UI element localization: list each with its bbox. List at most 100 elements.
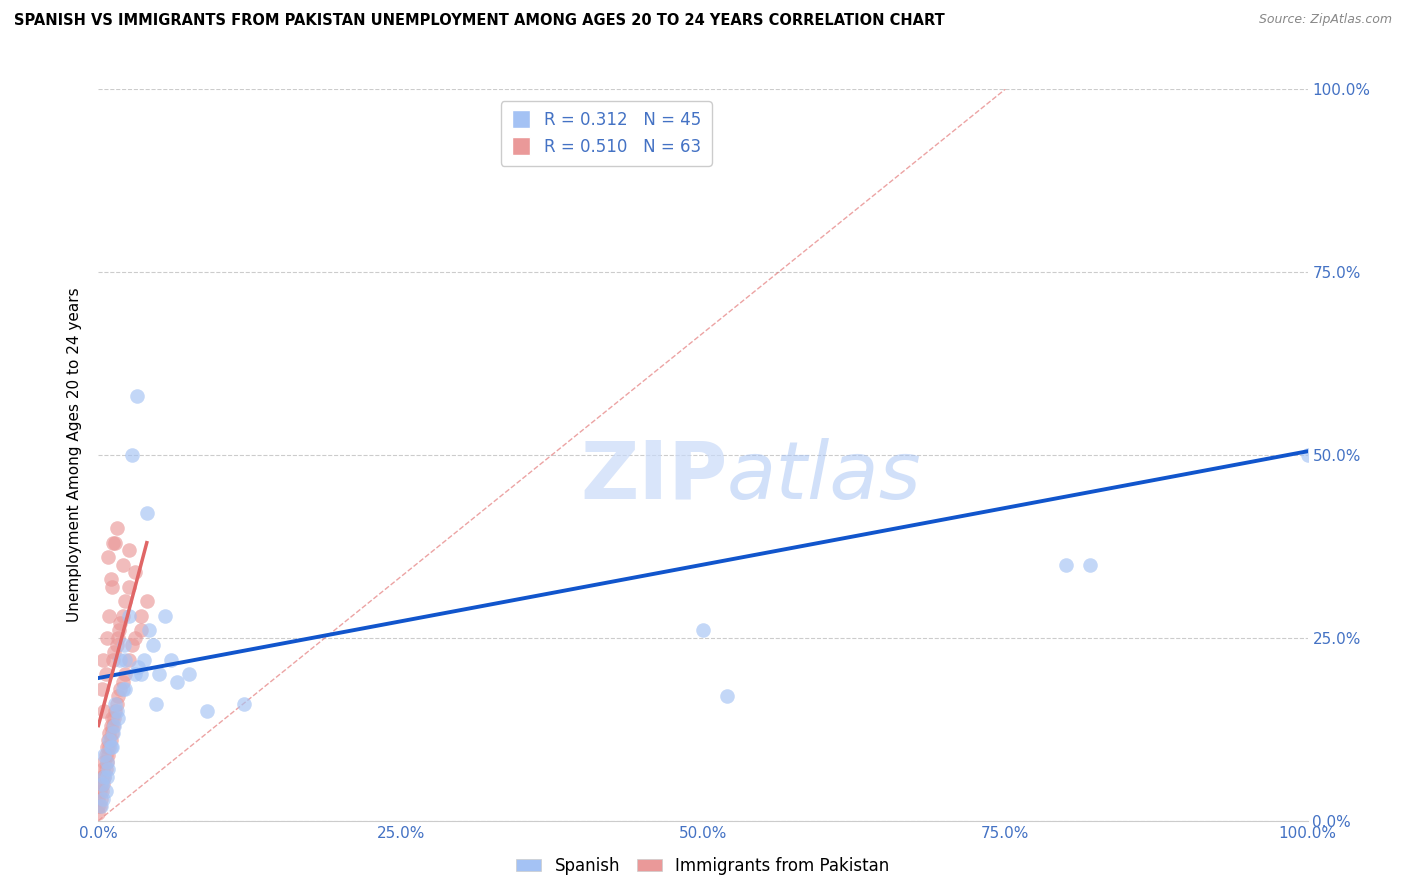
Point xyxy=(105,697,128,711)
Point xyxy=(100,733,122,747)
Point xyxy=(101,653,124,667)
Point xyxy=(87,806,110,821)
Point xyxy=(148,667,170,681)
Point xyxy=(118,608,141,623)
Point xyxy=(129,667,152,681)
Point xyxy=(118,543,141,558)
Point xyxy=(121,448,143,462)
Point xyxy=(108,616,131,631)
Point xyxy=(91,777,114,791)
Point xyxy=(94,667,117,681)
Point xyxy=(692,624,714,638)
Point xyxy=(90,777,112,791)
Point xyxy=(127,389,149,403)
Point xyxy=(107,690,129,704)
Point xyxy=(179,667,201,681)
Point xyxy=(108,653,131,667)
Point xyxy=(1296,448,1319,462)
Point xyxy=(716,690,738,704)
Y-axis label: Unemployment Among Ages 20 to 24 years: Unemployment Among Ages 20 to 24 years xyxy=(67,287,83,623)
Point xyxy=(105,638,128,652)
Point xyxy=(103,718,125,732)
Point xyxy=(98,733,121,747)
Point xyxy=(153,608,176,623)
Point xyxy=(134,653,156,667)
Point xyxy=(91,777,114,791)
Point xyxy=(111,674,134,689)
Point xyxy=(89,784,111,798)
Point xyxy=(93,755,115,769)
Point xyxy=(127,660,149,674)
Point xyxy=(87,799,110,814)
Point xyxy=(101,535,124,549)
Point xyxy=(124,565,146,579)
Point xyxy=(97,747,120,762)
Point xyxy=(104,535,127,549)
Point xyxy=(91,653,114,667)
Point xyxy=(91,681,114,696)
Point xyxy=(96,770,118,784)
Point xyxy=(91,791,114,805)
Point xyxy=(104,704,127,718)
Point xyxy=(138,624,160,638)
Point xyxy=(1054,558,1077,572)
Point xyxy=(232,697,254,711)
Point xyxy=(96,740,118,755)
Point xyxy=(124,631,146,645)
Point xyxy=(111,608,134,623)
Point xyxy=(112,638,135,652)
Point xyxy=(91,770,114,784)
Point xyxy=(145,697,167,711)
Point xyxy=(94,784,117,798)
Point xyxy=(100,580,122,594)
Point xyxy=(114,681,136,696)
Point xyxy=(107,631,129,645)
Point xyxy=(105,521,128,535)
Point xyxy=(101,718,124,732)
Point xyxy=(107,711,129,725)
Point xyxy=(91,763,114,777)
Point xyxy=(97,550,120,565)
Point xyxy=(1078,558,1101,572)
Point xyxy=(118,653,141,667)
Point xyxy=(96,755,118,769)
Point xyxy=(129,608,152,623)
Text: SPANISH VS IMMIGRANTS FROM PAKISTAN UNEMPLOYMENT AMONG AGES 20 TO 24 YEARS CORRE: SPANISH VS IMMIGRANTS FROM PAKISTAN UNEM… xyxy=(14,13,945,29)
Point xyxy=(114,594,136,608)
Point xyxy=(103,645,125,659)
Point xyxy=(96,755,118,769)
Text: Source: ZipAtlas.com: Source: ZipAtlas.com xyxy=(1258,13,1392,27)
Point xyxy=(108,681,131,696)
Point xyxy=(166,674,188,689)
Point xyxy=(195,704,218,718)
Text: ZIP: ZIP xyxy=(579,438,727,516)
Legend: Spanish, Immigrants from Pakistan: Spanish, Immigrants from Pakistan xyxy=(510,850,896,882)
Point xyxy=(121,638,143,652)
Point xyxy=(108,624,131,638)
Point xyxy=(104,697,127,711)
Point xyxy=(90,799,112,814)
Point xyxy=(94,747,117,762)
Point xyxy=(98,726,121,740)
Point xyxy=(100,718,122,732)
Point xyxy=(96,631,118,645)
Point xyxy=(91,784,114,798)
Point xyxy=(118,580,141,594)
Point xyxy=(98,740,121,755)
Point xyxy=(129,624,152,638)
Point xyxy=(87,791,110,805)
Point xyxy=(93,747,115,762)
Point xyxy=(93,704,115,718)
Point xyxy=(135,594,157,608)
Point xyxy=(90,791,112,805)
Point xyxy=(160,653,183,667)
Point xyxy=(98,608,121,623)
Point xyxy=(100,726,122,740)
Point xyxy=(97,763,120,777)
Point xyxy=(100,711,122,725)
Point xyxy=(100,740,122,755)
Point xyxy=(97,733,120,747)
Point xyxy=(135,507,157,521)
Point xyxy=(111,558,134,572)
Point xyxy=(142,638,165,652)
